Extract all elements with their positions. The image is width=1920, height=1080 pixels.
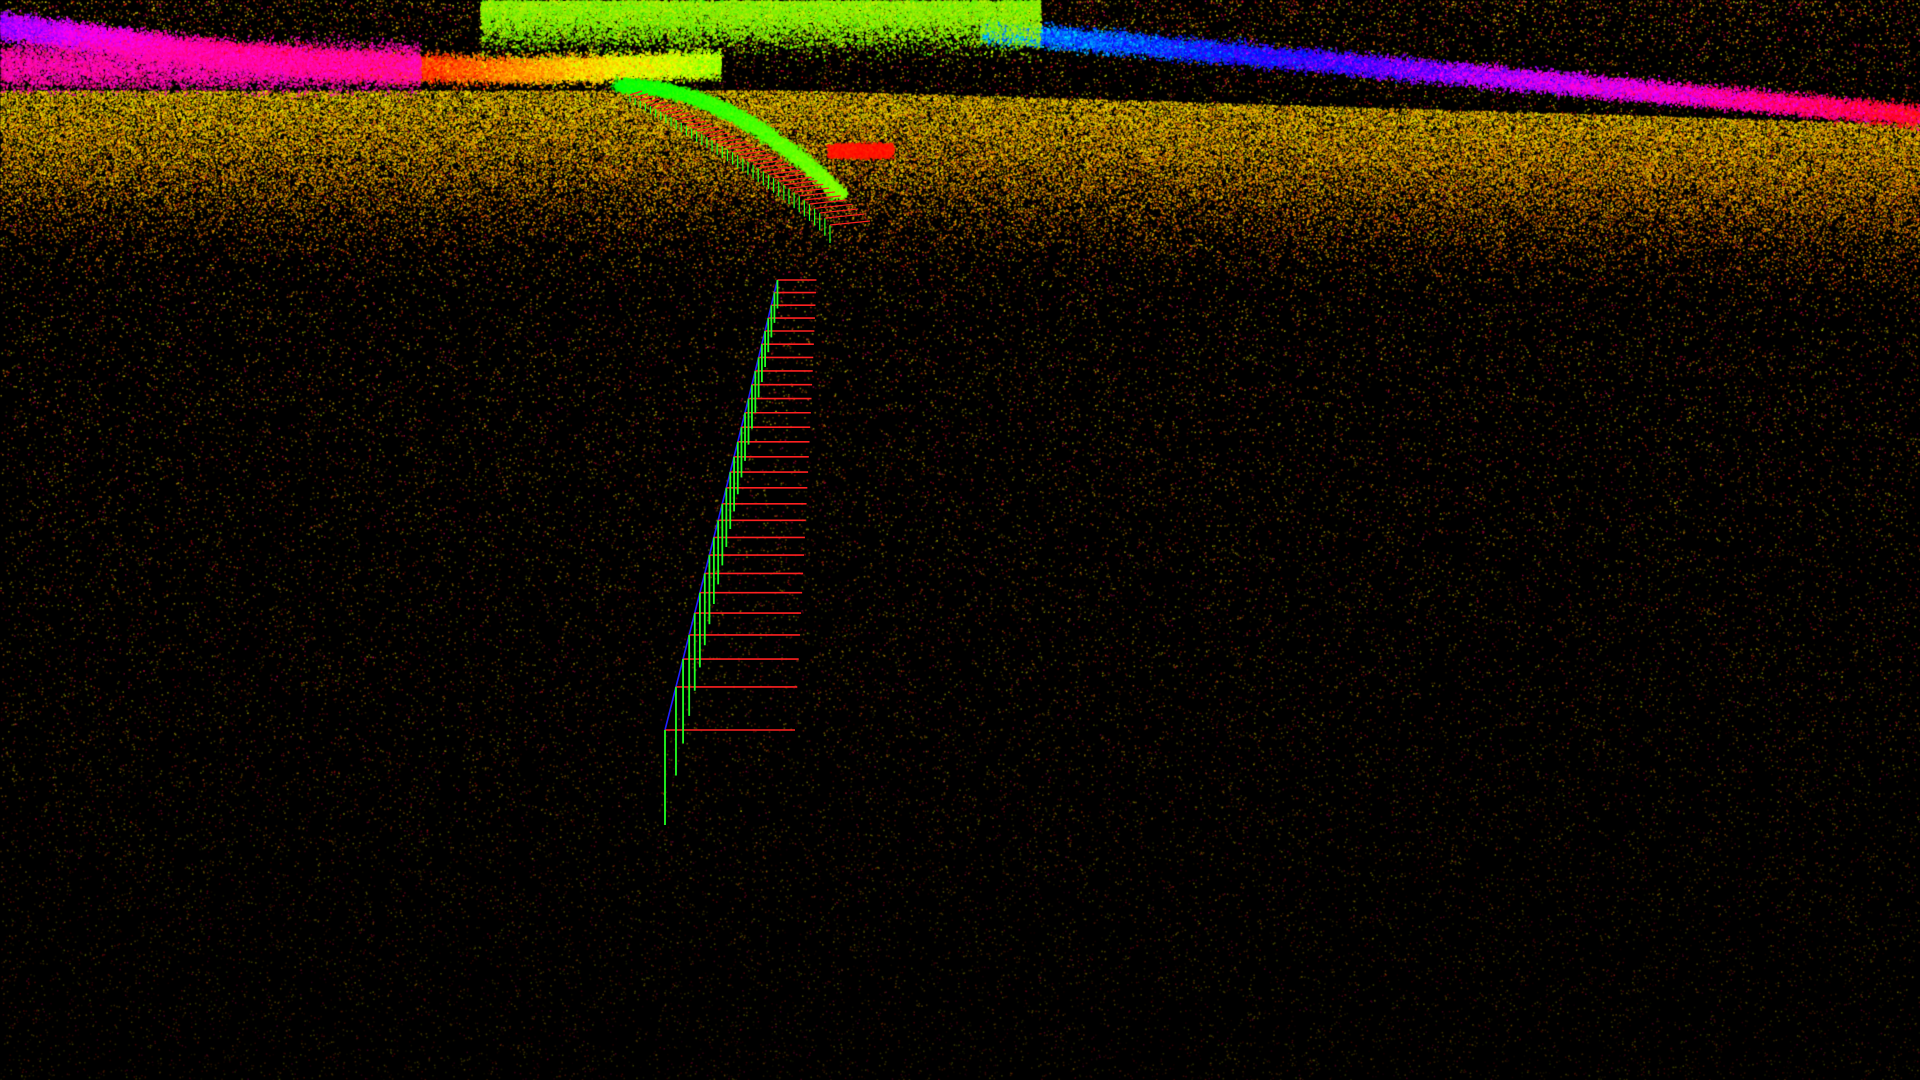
pose-marker <box>682 658 799 744</box>
far-pose-x-axis <box>809 199 847 205</box>
far-pose-x-axis <box>799 191 835 197</box>
far-pose-x-axis <box>737 150 765 156</box>
far-pose-x-axis <box>819 208 859 214</box>
pose-marker <box>736 441 810 495</box>
pose-marker <box>708 554 805 625</box>
far-pose-x-axis <box>655 103 672 110</box>
far-pose-x-axis <box>768 169 800 175</box>
pose-marker <box>729 471 809 529</box>
far-pose-x-axis <box>788 183 824 189</box>
far-pose-x-axis <box>783 180 818 186</box>
far-pose-x-axis <box>804 195 841 201</box>
pose-marker <box>751 383 813 429</box>
far-pose-x-axis <box>722 141 748 147</box>
far-pose-x-axis <box>732 147 760 153</box>
far-pose-x-axis <box>763 166 795 172</box>
far-pose-x-axis <box>691 123 713 129</box>
far-pose-x-axis <box>773 173 806 179</box>
pose-marker <box>740 426 811 478</box>
pose-marker <box>744 411 811 461</box>
far-pose-x-axis <box>814 203 853 209</box>
far-pose-x-axis <box>706 132 730 138</box>
pose-marker <box>773 291 816 323</box>
pose-marker <box>703 572 804 646</box>
far-pose-x-axis <box>824 213 865 219</box>
pose-marker <box>693 612 802 691</box>
pose-marker <box>688 634 800 716</box>
far-pose-x-axis <box>758 163 789 169</box>
far-pose-x-axis <box>650 101 666 107</box>
far-trajectory <box>629 90 871 243</box>
far-pose-x-axis <box>829 220 871 226</box>
pose-marker <box>757 356 814 398</box>
far-pose-x-axis <box>665 109 684 115</box>
trajectory-spine <box>664 279 779 731</box>
far-pose-x-axis <box>645 98 660 104</box>
pose-marker <box>712 536 805 604</box>
pose-marker <box>776 279 817 309</box>
pose-marker <box>699 591 803 668</box>
pose-marker <box>664 729 795 825</box>
far-pose-x-axis <box>676 115 695 121</box>
far-pose-x-axis <box>660 106 678 112</box>
far-pose-x-axis <box>686 120 707 126</box>
far-pose-x-axis <box>717 138 742 144</box>
pose-marker <box>675 686 798 776</box>
far-pose-x-axis <box>778 176 812 182</box>
pose-marker <box>767 317 815 353</box>
far-pose-x-axis <box>696 126 719 132</box>
pose-marker <box>770 304 816 338</box>
pose-marker <box>733 456 809 512</box>
pose-marker <box>717 519 806 585</box>
far-pose-x-axis <box>747 156 777 162</box>
pose-marker <box>760 343 814 383</box>
far-pose-x-axis <box>629 90 643 96</box>
far-pose-x-axis <box>640 95 654 101</box>
far-pose-x-axis <box>742 153 771 159</box>
far-pose-x-axis <box>681 117 701 124</box>
pose-marker <box>754 370 813 413</box>
pose-marker <box>747 397 812 445</box>
far-pose-x-axis <box>727 144 754 150</box>
far-pose-x-axis <box>670 112 689 118</box>
pose-marker <box>721 503 807 566</box>
far-pose-x-axis <box>752 159 783 166</box>
far-pose-x-axis <box>701 129 724 135</box>
pose-marker <box>725 486 808 547</box>
far-pose-x-axis <box>794 187 830 193</box>
pose-marker <box>764 330 815 368</box>
far-pose-x-axis <box>634 93 649 99</box>
far-pose-x-axis <box>711 135 736 141</box>
